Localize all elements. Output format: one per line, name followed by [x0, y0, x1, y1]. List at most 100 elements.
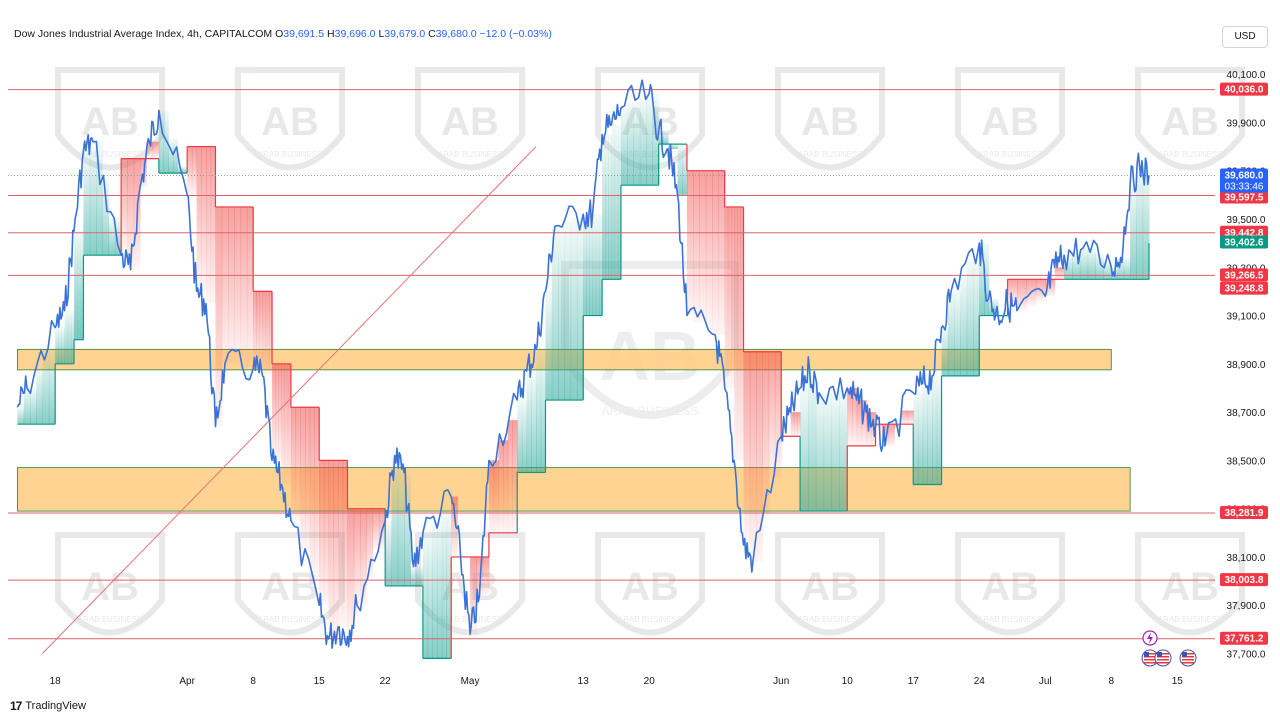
trailing-stop-fill — [823, 392, 833, 512]
trailing-stop-fill — [333, 460, 339, 640]
x-axis-tick-label: Jul — [1039, 676, 1052, 687]
trendline[interactable] — [42, 146, 537, 654]
trailing-stop-fill — [699, 170, 707, 322]
trailing-stop-fill — [67, 310, 72, 364]
x-axis-tick-label: 17 — [908, 676, 920, 687]
trailing-stop-fill — [507, 420, 513, 533]
trailing-stop-fill — [55, 327, 59, 364]
trailing-stop-fill — [482, 556, 490, 596]
high-label: H — [327, 28, 335, 40]
trailing-stop-fill — [756, 351, 763, 562]
trailing-stop-fill — [173, 138, 179, 174]
us-flag-icon[interactable] — [1141, 649, 1159, 667]
price-axis-tag-label: 38,003.8 — [1225, 575, 1264, 586]
trailing-stop-fill — [881, 424, 889, 446]
x-axis-tick-label: 13 — [578, 676, 590, 687]
trailing-stop-fill — [646, 93, 653, 186]
trailing-stop-fill — [551, 226, 559, 401]
trailing-stop-fill — [900, 410, 908, 425]
trailing-stop-fill — [724, 206, 729, 388]
trailing-stop-fill — [75, 231, 78, 340]
x-axis-tick-label: 20 — [644, 676, 656, 687]
y-axis-tick-label: 38,900.0 — [1227, 360, 1266, 371]
price-series-line[interactable] — [16, 79, 1150, 649]
trailing-stop-fill — [191, 146, 198, 195]
trailing-stop-fill — [652, 93, 660, 186]
trailing-stop-fill — [78, 231, 81, 340]
trailing-stop-fill — [498, 440, 504, 533]
svg-text:AB: AB — [81, 565, 139, 609]
y-axis-tick-label: 38,100.0 — [1227, 553, 1266, 564]
x-axis-tick-label: 15 — [1172, 676, 1184, 687]
trailing-stop-fill — [611, 124, 616, 280]
trailing-stop-fill — [284, 363, 289, 485]
trailing-stop-fill — [221, 206, 229, 364]
trailing-stop-fill — [790, 412, 795, 437]
y-axis-tick-label: 39,100.0 — [1227, 312, 1266, 323]
trailing-stop-fill — [441, 508, 447, 659]
trailing-stop-fill — [206, 146, 212, 304]
trailing-stop-fill — [617, 124, 622, 280]
trailing-stop-fill — [737, 206, 741, 461]
trailing-stop-fill — [954, 291, 961, 376]
trailing-stop-fill — [762, 351, 770, 520]
trailing-stop-fill — [503, 440, 509, 533]
trailing-stop-fill — [712, 170, 719, 335]
trailing-stop-fill — [620, 107, 628, 186]
change-value: −12.0 (−0.03%) — [479, 28, 552, 40]
trailing-stop-fill — [705, 170, 713, 329]
trailing-stop-fill — [1103, 260, 1112, 280]
y-axis-tick-label: 40,100.0 — [1227, 70, 1266, 81]
trailing-stop-fill — [1054, 267, 1065, 280]
us-flag-icon[interactable] — [1154, 649, 1172, 667]
trailing-stop-fill — [917, 392, 924, 485]
trailing-stop-fill — [734, 206, 738, 461]
x-axis-tick-label: 10 — [842, 676, 854, 687]
tradingview-branding[interactable]: 17 TradingView — [10, 699, 86, 713]
trailing-stop-fill — [512, 420, 518, 533]
x-axis-tick-label: 15 — [314, 676, 326, 687]
price-axis-tag-label: 39,680.0 — [1225, 171, 1264, 182]
trailing-stop-fill — [89, 141, 97, 256]
trailing-stop-fill — [102, 179, 110, 256]
trailing-stop-fill — [416, 566, 424, 586]
trailing-stop-fill — [158, 110, 165, 174]
us-flag-icon[interactable] — [1179, 649, 1197, 667]
trailing-stop-fill — [605, 134, 609, 280]
trailing-stop-fill — [796, 412, 801, 437]
open-value: 39,691.5 — [283, 28, 325, 40]
trailing-stop-fill — [521, 400, 528, 473]
trailing-stop-fill — [693, 170, 701, 322]
trailing-stop-fill — [210, 146, 216, 304]
trailing-stop-fill — [564, 222, 572, 401]
price-axis-tag-label: 38,281.9 — [1225, 508, 1264, 519]
trailing-stop-fill — [727, 206, 732, 388]
trailing-stop-fill — [927, 383, 933, 485]
trailing-stop-fill — [121, 158, 128, 256]
support-resistance-zone[interactable] — [17, 467, 1131, 512]
trailing-stop-fill — [586, 214, 590, 316]
trailing-stop-fill — [598, 214, 603, 316]
svg-text:ARAB BUSINESS: ARAB BUSINESS — [78, 150, 142, 159]
trailing-stop-fill — [146, 141, 154, 159]
trailing-stop-fill — [437, 520, 443, 659]
trailing-stop-fill — [592, 214, 597, 316]
trailing-stop-fill — [972, 259, 980, 376]
price-axis-tag: 38,003.8 — [1220, 573, 1268, 587]
currency-button[interactable]: USD — [1222, 26, 1268, 48]
price-axis-tag: 40,036.0 — [1220, 82, 1268, 96]
svg-text:AB: AB — [981, 565, 1039, 609]
low-value: 39,679.0 — [384, 28, 426, 40]
trailing-stop-fill — [385, 520, 392, 586]
trailing-stop-fill — [800, 387, 809, 512]
trailing-stop-fill — [1007, 279, 1018, 304]
trailing-stop-fill — [70, 310, 75, 364]
lightning-icon[interactable] — [1142, 630, 1158, 646]
svg-text:ARAB BUSINESS: ARAB BUSINESS — [798, 615, 862, 624]
svg-text:ARAB BUSINESS: ARAB BUSINESS — [1158, 150, 1222, 159]
trailing-stop-fill — [888, 424, 895, 446]
trailing-stop-fill — [540, 349, 546, 473]
trailing-stop-fill — [470, 556, 477, 635]
